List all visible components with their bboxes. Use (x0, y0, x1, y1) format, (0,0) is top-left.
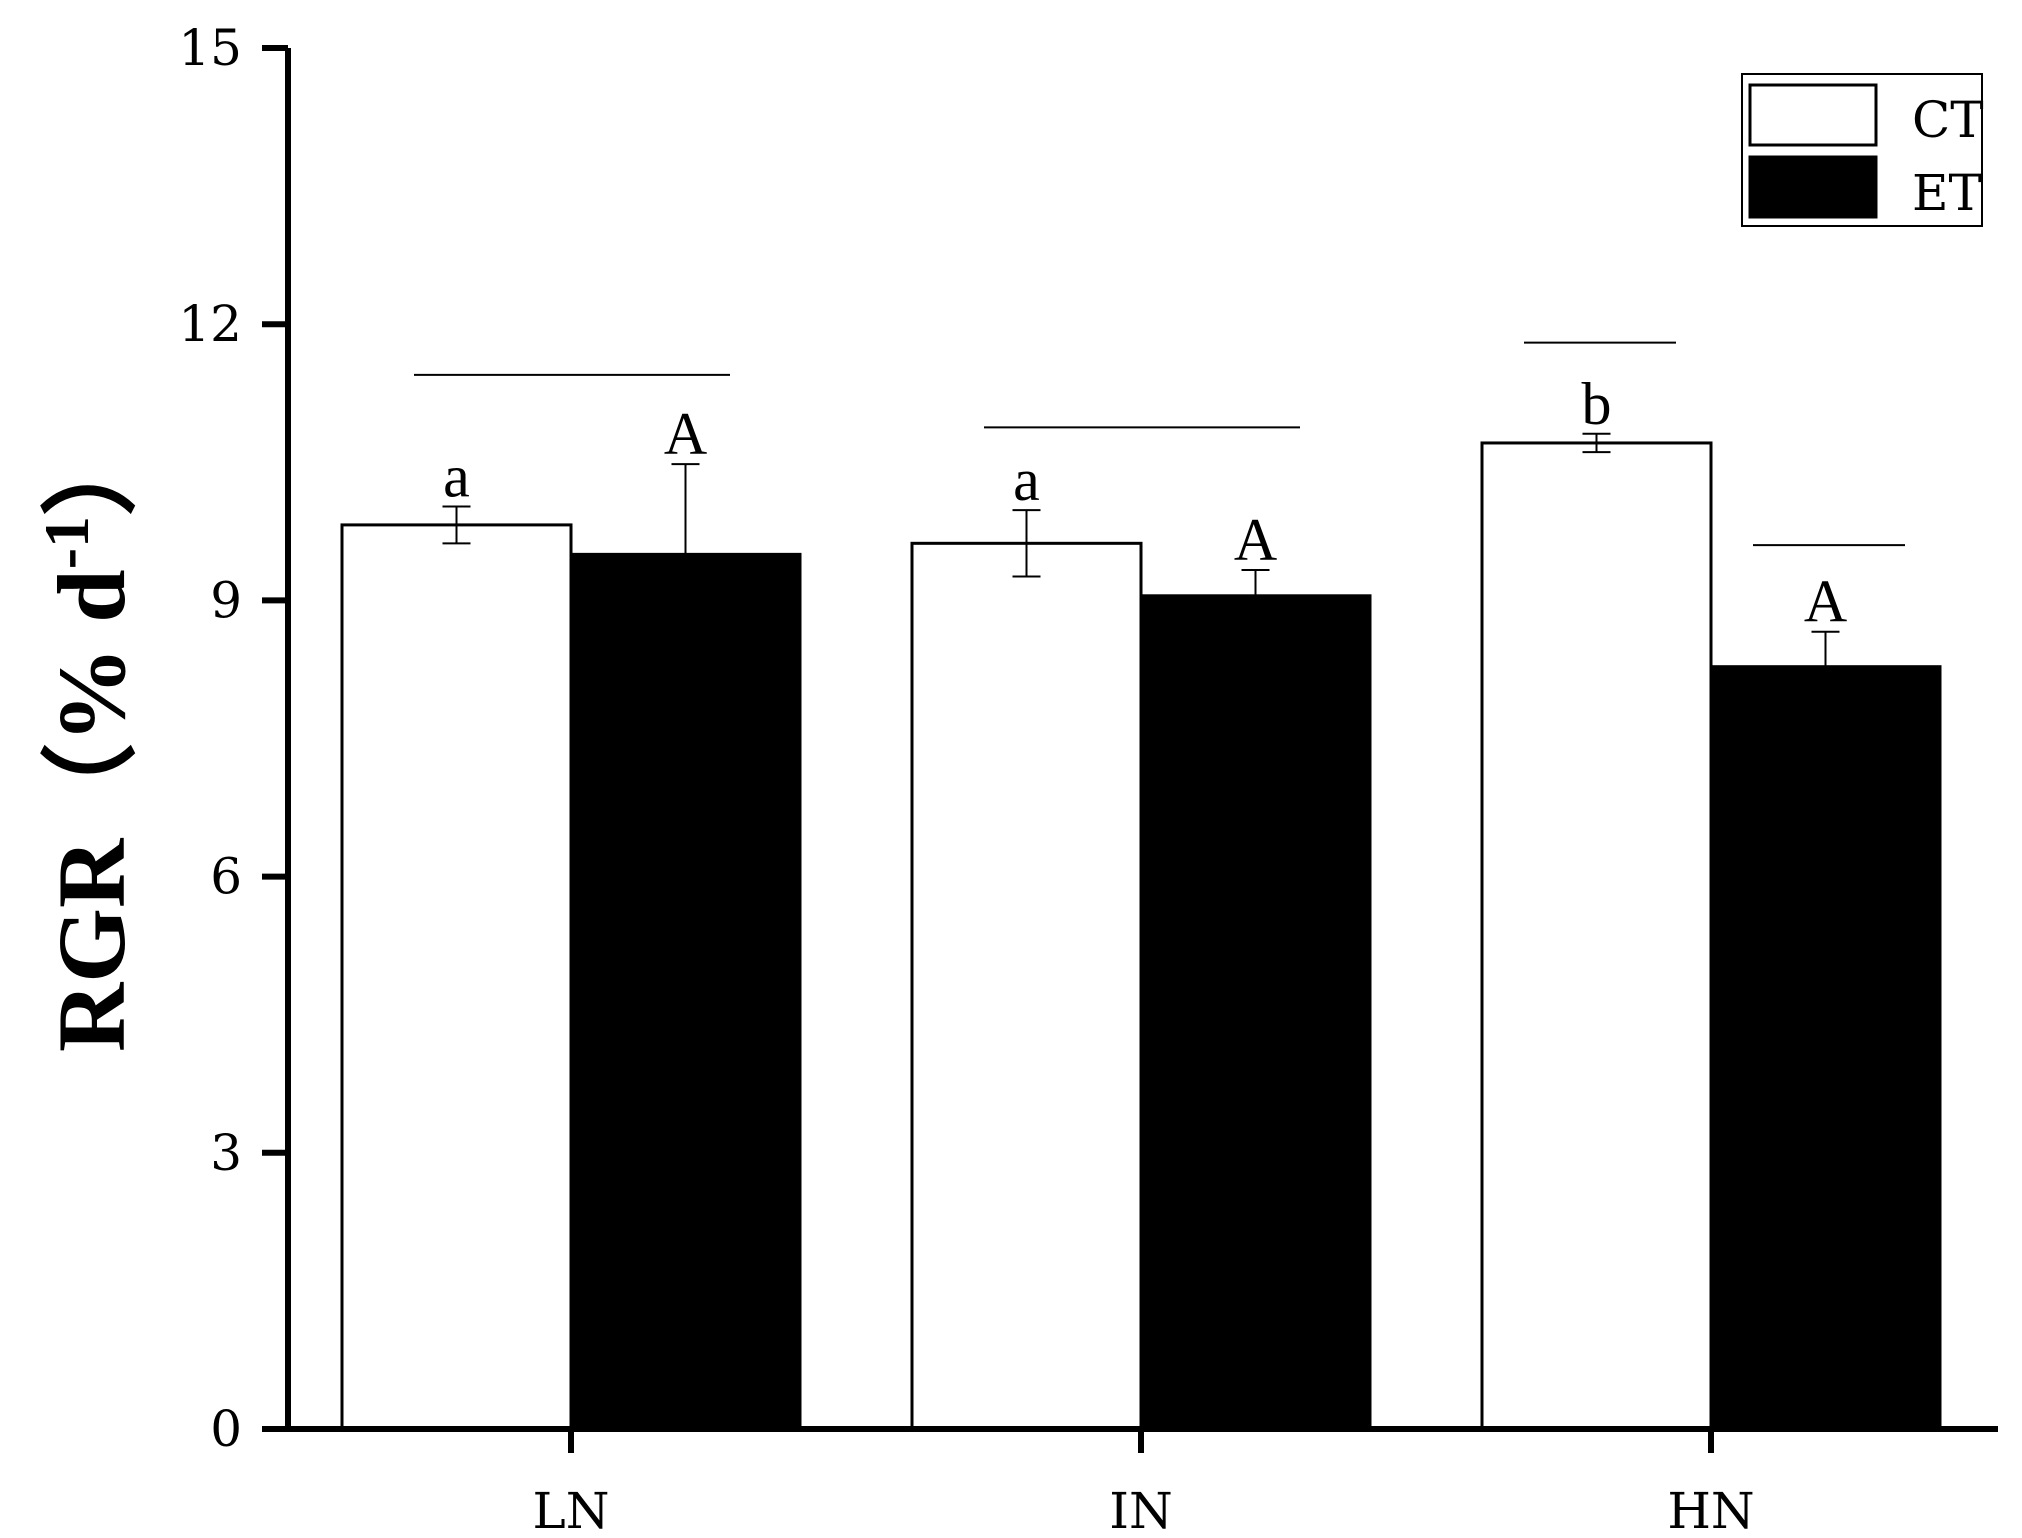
x-tick-label-hn: HN (1667, 1482, 1754, 1538)
significance-label-et-in: A (1234, 507, 1277, 573)
y-ticks: 0 3 6 9 12 15 (178, 19, 288, 1458)
bar-ct-in (910, 541, 1143, 1431)
x-ticks: LN IN HN (533, 1429, 1755, 1538)
bars (340, 441, 1942, 1431)
significance-label-ct-hn: b (1582, 371, 1612, 437)
significance-labels: a a b A A A (443, 371, 1847, 635)
y-tick-label-12: 12 (178, 295, 242, 353)
legend: CT ET (1741, 73, 1984, 227)
legend-label-ct: CT (1912, 91, 1984, 149)
error-bars (442, 432, 1840, 667)
x-tick-label-in: IN (1109, 1482, 1173, 1538)
legend-swatch-et (1748, 155, 1878, 219)
y-tick-label-15: 15 (178, 19, 242, 77)
error-bar-ct-in (1012, 509, 1041, 578)
bar-et-hn (1709, 665, 1942, 1431)
significance-label-ct-in: a (1013, 447, 1040, 513)
y-axis-label: RGR（% d-1） (31, 420, 145, 1052)
y-tick-label-9: 9 (210, 571, 242, 629)
legend-swatch-ct (1748, 83, 1878, 147)
significance-label-et-hn: A (1804, 569, 1847, 635)
y-tick-label-0: 0 (210, 1400, 242, 1458)
x-tick-label-ln: LN (533, 1482, 610, 1538)
bar-et-in (1139, 594, 1372, 1431)
y-tick-label-6: 6 (210, 848, 242, 906)
significance-lines (414, 341, 1905, 547)
significance-label-ct-ln: a (443, 443, 470, 509)
bar-ct-hn (1480, 441, 1713, 1431)
y-axis-label-close: ） (38, 420, 145, 516)
error-bar-et-hn (1811, 630, 1840, 667)
y-tick-label-3: 3 (210, 1124, 242, 1182)
significance-label-et-ln: A (664, 401, 707, 467)
y-axis-label-main: RGR（% d (38, 569, 145, 1052)
error-bar-ct-hn (1582, 432, 1611, 454)
error-bar-ct-ln (442, 505, 471, 545)
error-bar-et-in (1241, 569, 1270, 596)
bar-ct-ln (340, 523, 573, 1431)
bar-et-ln (569, 552, 802, 1431)
error-bar-et-ln (671, 463, 700, 555)
y-axis-label-superscript: -1 (31, 516, 102, 569)
legend-label-et: ET (1912, 164, 1982, 222)
